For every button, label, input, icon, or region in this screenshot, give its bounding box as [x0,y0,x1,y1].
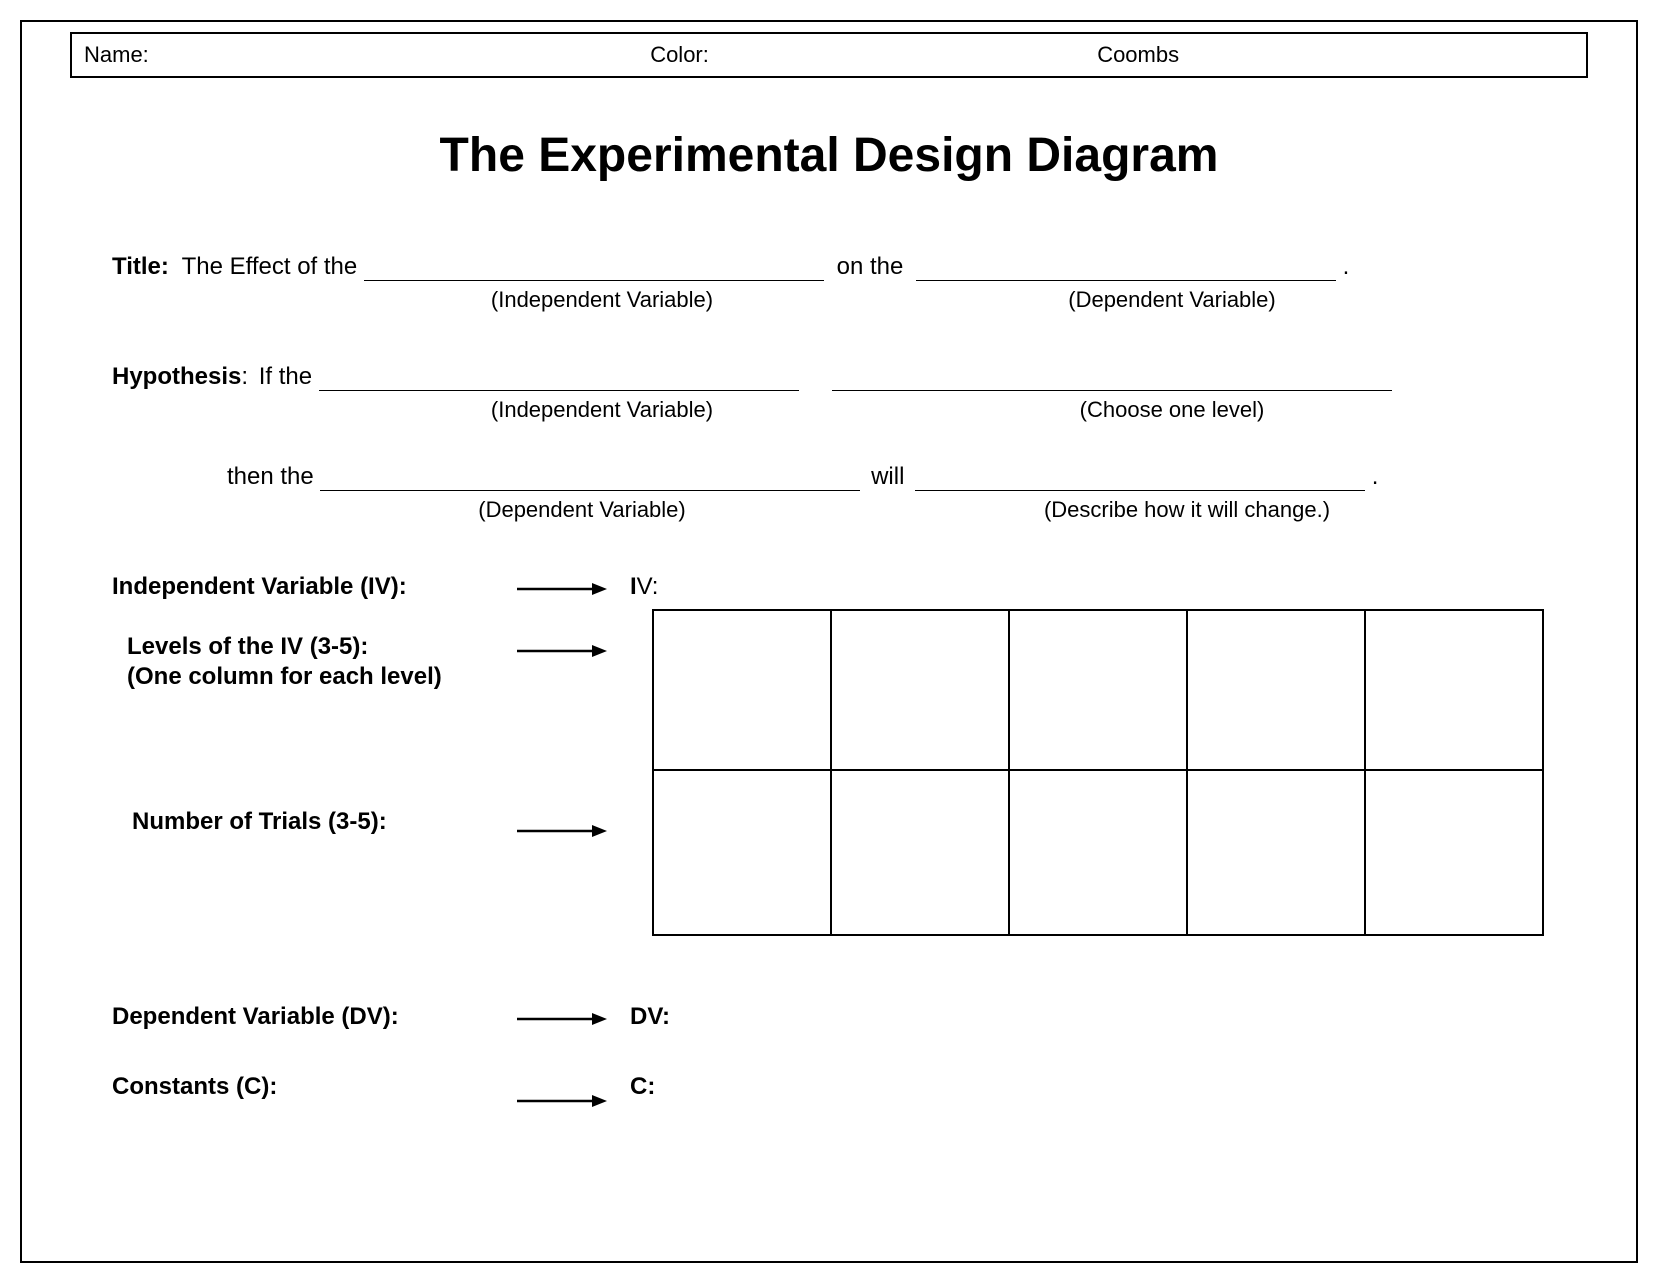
grid-cell[interactable] [1187,610,1365,770]
title-row: Title: The Effect of the on the . (Indep… [112,253,1546,333]
grid-row-2 [653,770,1543,935]
title-blank-1[interactable] [364,255,824,281]
constants-row: Constants (C): C: [112,1073,1546,1133]
hypothesis-blank-1[interactable] [319,365,799,391]
grid-cell[interactable] [1009,610,1187,770]
grid-cell[interactable] [653,770,831,935]
arrow-constants [517,1091,607,1111]
grid-cell[interactable] [1365,770,1543,935]
trials-label: Number of Trials (3-5): [132,808,387,836]
hypothesis-period: . [1372,463,1379,490]
arrow-trials [517,821,607,841]
worksheet-page: Name: Color: Coombs The Experimental Des… [20,20,1638,1263]
constants-short: C: [630,1073,655,1101]
arrow-dv [517,1009,607,1029]
iv-short: IV: [630,573,658,601]
name-label: Name: [84,42,650,68]
grid-cell[interactable] [1187,770,1365,935]
grid-cell[interactable] [1365,610,1543,770]
grid-cell[interactable] [831,610,1009,770]
title-sub1: (Independent Variable) [422,287,782,313]
hypothesis-sub3: (Dependent Variable) [372,497,792,523]
hypothesis-blank-3[interactable] [320,465,860,491]
hypothesis-sub1: (Independent Variable) [422,397,782,423]
title-sub2: (Dependent Variable) [982,287,1362,313]
hypothesis-sub2: (Choose one level) [982,397,1362,423]
hypothesis-blank-4[interactable] [915,465,1365,491]
grid-row-1 [653,610,1543,770]
content-area: Title: The Effect of the on the . (Indep… [22,253,1636,1133]
hypothesis-text2: then the [227,463,314,490]
title-text2: on the [837,253,904,280]
hypothesis-colon: : [241,363,248,390]
levels-label-2: (One column for each level) [127,663,442,691]
hypothesis-row-1: Hypothesis: If the (Independent Variable… [112,363,1546,443]
grid-cell[interactable] [653,610,831,770]
teacher-name: Coombs [1097,42,1574,68]
hypothesis-sub4: (Describe how it will change.) [962,497,1412,523]
iv-label: Independent Variable (IV): [112,573,407,601]
arrow-iv [517,579,607,599]
dv-row: Dependent Variable (DV): DV: [112,1003,1546,1063]
title-period: . [1343,253,1350,280]
arrow-levels [517,641,607,661]
header-bar: Name: Color: Coombs [70,32,1588,78]
constants-label: Constants (C): [112,1073,277,1101]
grid-cell[interactable] [831,770,1009,935]
grid-cell[interactable] [1009,770,1187,935]
title-text1: The Effect of the [182,253,358,280]
levels-label-1: Levels of the IV (3-5): [127,633,368,661]
grid-section: Independent Variable (IV): Levels of the… [112,573,1546,993]
hypothesis-blank-2[interactable] [832,365,1392,391]
hypothesis-text1: If the [259,363,312,390]
color-label: Color: [650,42,1097,68]
hypothesis-row-2: then the will . (Dependent Variable) (De… [112,463,1546,543]
title-label: Title: [112,253,169,280]
title-blank-2[interactable] [916,255,1336,281]
hypothesis-text3: will [871,463,904,490]
dv-short: DV: [630,1003,670,1031]
levels-grid[interactable] [652,609,1544,936]
hypothesis-label: Hypothesis [112,363,241,390]
page-title: The Experimental Design Diagram [22,128,1636,183]
dv-label: Dependent Variable (DV): [112,1003,399,1031]
